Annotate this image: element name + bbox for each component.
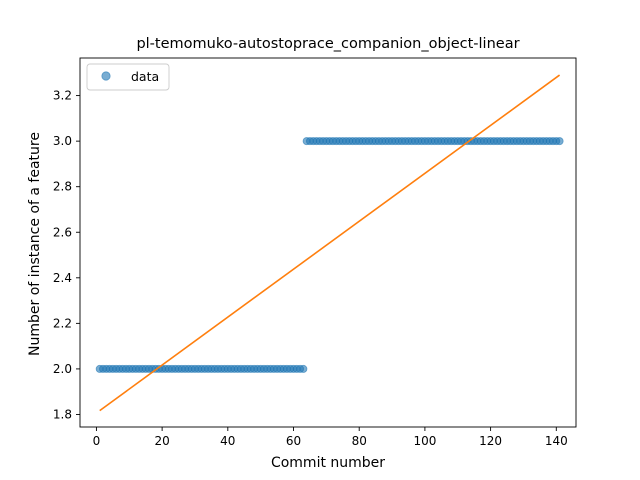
x-axis-label: Commit number <box>271 455 385 471</box>
y-tick-label: 2.0 <box>53 362 72 376</box>
x-tick-label: 20 <box>154 434 169 448</box>
x-tick-label: 0 <box>93 434 101 448</box>
x-tick-label: 100 <box>413 434 436 448</box>
plot-area: 0 20 40 60 80 100 120 140 1.8 2.0 2.2 2.4 2.6 2.8 3.0 3… <box>53 57 577 448</box>
x-tick-label: 120 <box>479 434 502 448</box>
fit-line <box>99 74 561 412</box>
y-tick-label: 2.6 <box>53 225 72 239</box>
x-tick-label: 60 <box>286 434 301 448</box>
axes-frame <box>79 57 577 428</box>
y-tick-label: 2.4 <box>53 271 72 285</box>
y-tick-label: 3.0 <box>53 134 72 148</box>
chart-title: pl-temomuko-autostoprace_companion_objec… <box>136 36 519 52</box>
x-tick-label: 140 <box>545 434 568 448</box>
y-tick-label: 1.8 <box>53 407 72 421</box>
legend-label: data <box>131 69 159 84</box>
y-tick-label: 2.2 <box>53 316 72 330</box>
x-tick-label: 80 <box>352 434 367 448</box>
y-axis-label: Number of instance of a feature <box>27 132 43 356</box>
data-point <box>555 137 564 146</box>
legend-box <box>86 63 170 91</box>
legend-marker <box>101 71 111 81</box>
x-tick-label: 40 <box>220 434 235 448</box>
y-tick-label: 2.8 <box>53 180 72 194</box>
y-tick-label: 3.2 <box>53 89 72 103</box>
data-point <box>299 364 308 373</box>
